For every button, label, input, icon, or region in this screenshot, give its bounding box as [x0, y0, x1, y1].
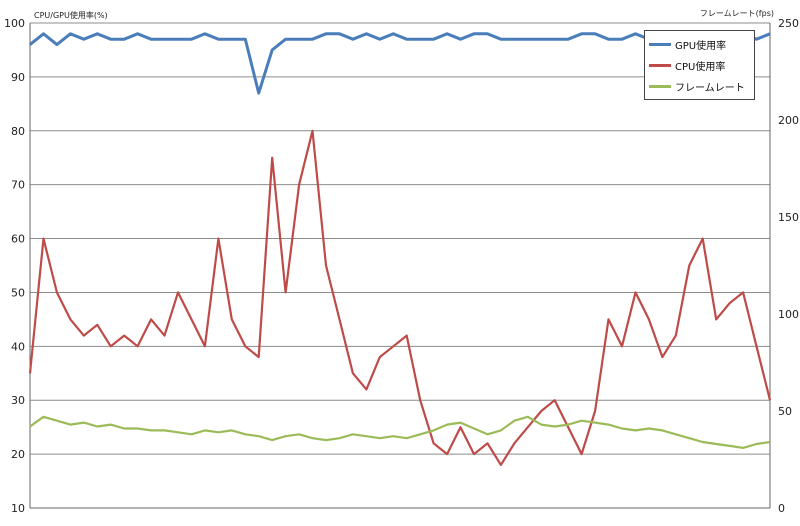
left-tick-label: 50 — [11, 286, 25, 299]
legend-item-cpu: CPU使用率 — [649, 58, 753, 73]
legend-label-gpu: GPU使用率 — [675, 41, 727, 52]
left-tick-label: 70 — [11, 179, 25, 192]
right-tick-label: 50 — [778, 405, 792, 418]
left-tick-label: 60 — [11, 233, 25, 246]
left-tick-label: 80 — [11, 125, 25, 138]
left-tick-label: 10 — [11, 502, 25, 515]
left-tick-label: 100 — [4, 17, 25, 30]
legend-swatch-gpu — [649, 43, 671, 46]
right-tick-label: 250 — [778, 17, 799, 30]
legend-swatch-framerate — [649, 85, 671, 88]
left-tick-label: 40 — [11, 340, 25, 353]
right-tick-label: 150 — [778, 211, 799, 224]
right-tick-label: 0 — [778, 502, 785, 515]
right-tick-label: 200 — [778, 114, 799, 127]
right-axis-title: フレームレート(fps) — [699, 9, 774, 18]
cpu-usage-line — [28, 129, 772, 466]
left-tick-label: 30 — [11, 394, 25, 407]
legend-item-gpu: GPU使用率 — [649, 37, 753, 52]
legend-item-framerate: フレームレート — [649, 79, 753, 94]
legend-swatch-cpu — [649, 64, 671, 67]
left-tick-label: 20 — [11, 448, 25, 461]
framerate-line — [29, 415, 771, 449]
chart-legend: GPU使用率 CPU使用率 フレームレート — [644, 30, 755, 100]
legend-label-cpu: CPU使用率 — [675, 62, 726, 73]
left-tick-label: 90 — [11, 71, 25, 84]
right-tick-label: 100 — [778, 308, 799, 321]
left-axis-title: CPU/GPU使用率(%) — [34, 11, 108, 20]
legend-label-framerate: フレームレート — [675, 83, 745, 94]
